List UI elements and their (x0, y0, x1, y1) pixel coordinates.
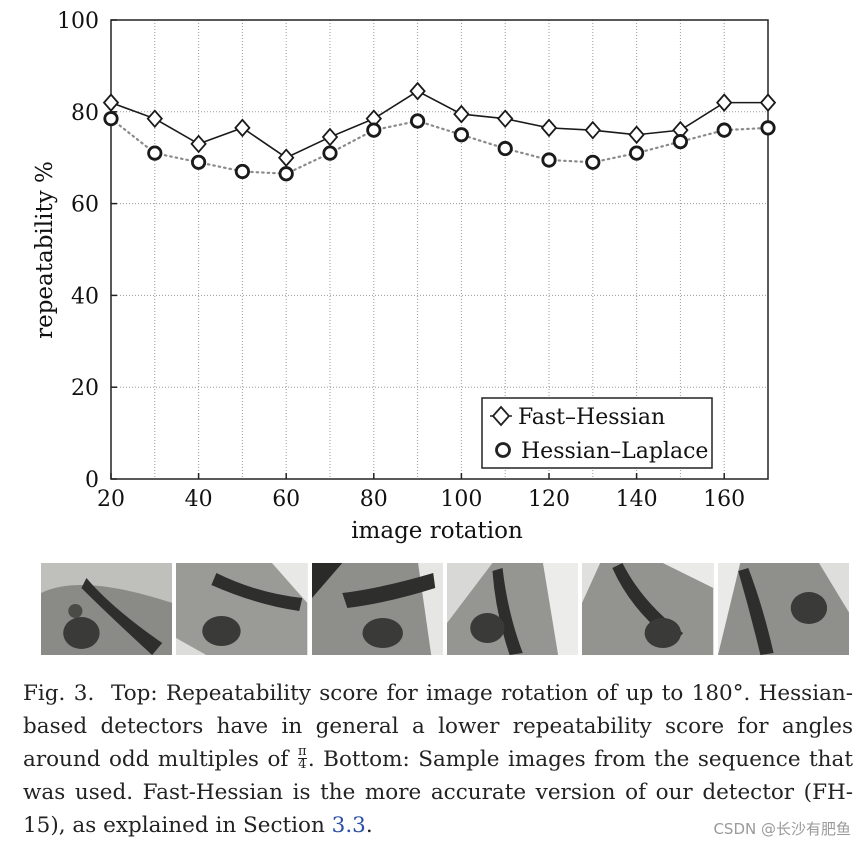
point-hessian-laplace (147, 145, 163, 161)
sample-image-graphic (717, 563, 849, 655)
y-axis-ticks: 0 20 40 60 80 100 (57, 9, 117, 493)
x-tick-label: 40 (185, 487, 213, 512)
legend: Fast–Hessian Hessian–Laplace (481, 397, 713, 469)
x-tick-label: 120 (528, 487, 570, 512)
plot-frame (110, 19, 769, 480)
point-hessian-laplace (585, 154, 601, 170)
point-hessian-laplace (234, 163, 250, 180)
point-hessian-laplace (760, 120, 776, 136)
y-tick-label: 60 (71, 193, 99, 218)
sample-image-graphic (41, 563, 173, 655)
y-tick-label: 20 (71, 376, 99, 401)
y-tick-label: 80 (71, 101, 99, 126)
point-fast-hessian (146, 109, 163, 129)
sample-image-graphic (446, 563, 579, 655)
legend-label-fast-hessian: Fast–Hessian (518, 405, 665, 430)
point-fast-hessian (278, 148, 295, 168)
point-fast-hessian (409, 81, 426, 101)
point-hessian-laplace (541, 152, 557, 168)
point-fast-hessian (584, 120, 601, 140)
legend-marker-diamond-icon (491, 405, 511, 427)
point-hessian-laplace (409, 113, 426, 129)
figure-label: Fig. 3. (23, 681, 95, 706)
sample-image-graphic (311, 563, 443, 655)
point-hessian-laplace (497, 140, 513, 157)
point-fast-hessian (716, 93, 733, 112)
figure-caption: Fig. 3. Top: Repeatability score for ima… (23, 677, 853, 842)
point-fast-hessian (102, 93, 120, 112)
point-fast-hessian (628, 125, 645, 145)
x-tick-label: 160 (703, 487, 745, 512)
point-hessian-laplace (716, 122, 732, 138)
caption-text-part2: . Bottom: Sample images from the sequenc… (23, 747, 853, 838)
point-hessian-laplace (191, 154, 207, 170)
caption-text-part1: Top: Repeatability score for image rotat… (23, 681, 854, 772)
fraction-numerator: π (298, 743, 307, 759)
point-fast-hessian (321, 127, 339, 147)
point-hessian-laplace (672, 134, 689, 150)
sample-image (176, 563, 308, 655)
sample-image-graphic (582, 563, 714, 655)
legend-box (481, 397, 713, 469)
sample-images-strip (41, 563, 849, 655)
legend-marker-circle-icon (495, 442, 511, 458)
point-hessian-laplace (628, 145, 645, 161)
sample-image (717, 563, 849, 655)
x-tick-label: 100 (440, 487, 482, 512)
y-tick-label: 40 (71, 284, 99, 309)
x-tick-label: 60 (272, 487, 300, 512)
watermark: CSDN @长沙有肥鱼 (713, 820, 851, 838)
sample-image (582, 563, 714, 655)
x-axis-label: image rotation (351, 518, 523, 544)
x-tick-label: 140 (616, 487, 658, 512)
caption-text-part3: . (365, 813, 373, 838)
sample-image-graphic (176, 563, 308, 655)
point-fast-hessian (234, 118, 251, 138)
sample-image (311, 563, 443, 655)
y-axis-label: repeatability % (32, 161, 58, 339)
x-tick-label: 20 (97, 487, 125, 512)
series-line-fast-hessian (110, 90, 768, 159)
section-reference-link[interactable]: 3.3 (331, 813, 366, 838)
x-axis-ticks: 20 40 60 80 100 120 140 160 (97, 473, 745, 512)
sample-image (41, 563, 173, 655)
point-fast-hessian (453, 104, 470, 124)
fraction-denominator: 4 (298, 756, 307, 772)
point-fast-hessian (497, 109, 514, 129)
point-fast-hessian (190, 134, 207, 154)
point-fast-hessian (759, 93, 777, 112)
y-tick-label: 0 (85, 468, 99, 493)
y-tick-label: 100 (57, 9, 99, 34)
series-markers (102, 81, 777, 182)
series-lines (109, 90, 770, 175)
point-hessian-laplace (453, 127, 469, 143)
series-line-hessian-laplace (109, 117, 770, 175)
point-hessian-laplace (366, 122, 382, 138)
x-tick-label: 80 (360, 487, 388, 512)
legend-label-hessian-laplace: Hessian–Laplace (521, 439, 708, 464)
point-hessian-laplace (322, 145, 338, 161)
point-hessian-laplace (278, 166, 294, 182)
point-fast-hessian (540, 118, 558, 138)
sample-image (446, 563, 579, 655)
point-hessian-laplace (103, 111, 119, 127)
